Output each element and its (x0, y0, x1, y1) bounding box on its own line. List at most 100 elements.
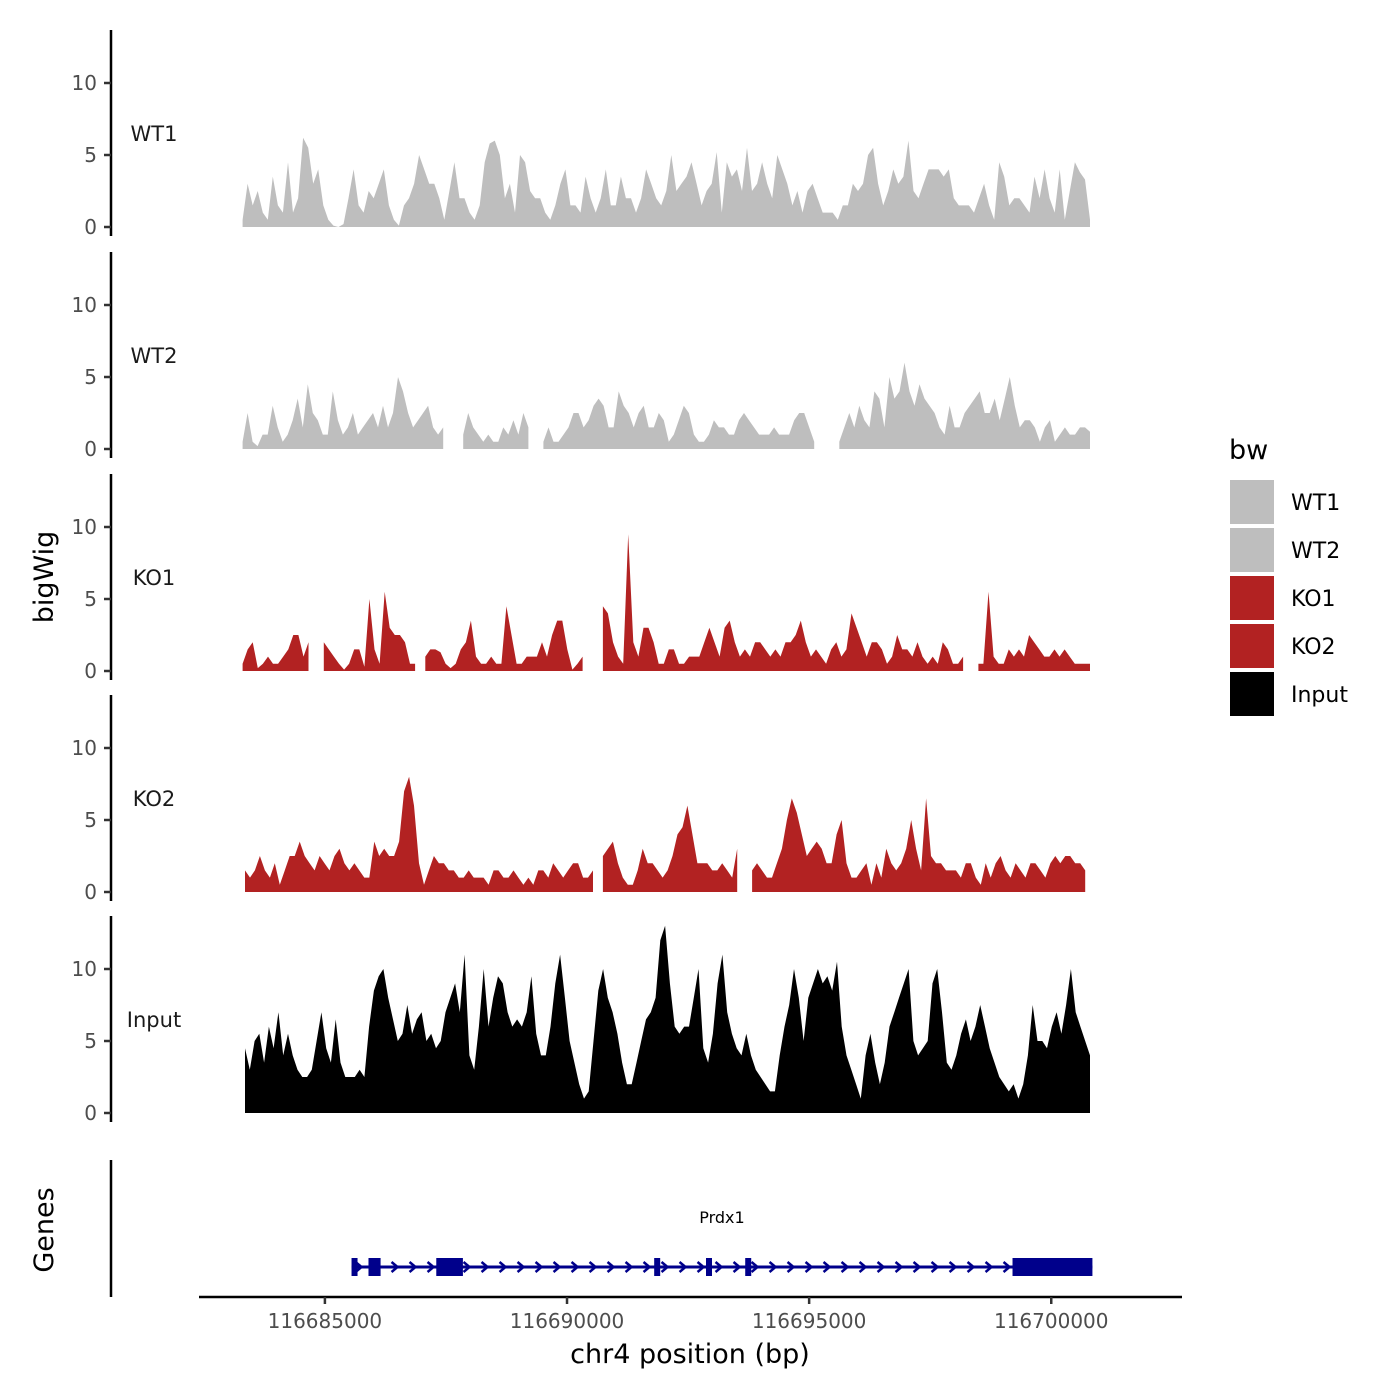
area-ko2 (752, 798, 1086, 892)
y-tick-label: 0 (84, 437, 97, 461)
gene-exon (436, 1258, 463, 1276)
strand-arrow (552, 1261, 562, 1273)
y-tick-label: 0 (84, 659, 97, 683)
strand-arrow (786, 1261, 796, 1273)
legend-label: KO2 (1291, 635, 1336, 660)
legend-entry-ko2: KO2 (1230, 624, 1336, 668)
strand-arrow (930, 1261, 940, 1273)
area-ko1 (978, 591, 1090, 671)
strand-arrow (570, 1261, 580, 1273)
strand-arrow (750, 1261, 760, 1273)
gene-exon (1012, 1258, 1093, 1276)
strand-arrow (516, 1261, 526, 1273)
legend-label: Input (1291, 683, 1348, 708)
track-label: KO1 (133, 566, 176, 590)
strand-arrow (894, 1261, 904, 1273)
bigwig-tracks: 0 5 10 WT1 0 5 10 WT2 0 5 10 KO1 0 5 10 KO2 0 5 10 Input (72, 30, 1091, 1125)
y-tick-label: 5 (84, 365, 97, 389)
strand-arrow (732, 1261, 742, 1273)
track-ko1: 0 5 10 KO1 (72, 474, 1090, 683)
y-tick-label: 5 (84, 808, 97, 832)
x-tick-label: 116695000 (752, 1309, 867, 1333)
x-axis: 116685000 116690000 116695000 116700000 (199, 1295, 1182, 1333)
strand-arrow (678, 1261, 688, 1273)
strand-arrow (1002, 1261, 1012, 1273)
legend-label: WT2 (1291, 539, 1340, 564)
y-tick-label: 5 (84, 587, 97, 611)
legend-entry-ko1: KO1 (1230, 576, 1336, 620)
y-tick-label: 5 (84, 1029, 97, 1053)
y-tick-label: 10 (72, 71, 97, 95)
strand-arrow (642, 1261, 652, 1273)
area-ko1 (242, 635, 309, 671)
strand-arrow (840, 1261, 850, 1273)
strand-arrow (984, 1261, 994, 1273)
y-tick-label: 0 (84, 215, 97, 239)
strand-arrow (534, 1261, 544, 1273)
gene-exon (654, 1258, 661, 1276)
gene-prdx1: Prdx1 (351, 1208, 1093, 1276)
strand-arrow (426, 1261, 436, 1273)
gene-exon (351, 1258, 358, 1276)
track-label: WT1 (131, 122, 178, 146)
x-tick-label: 116685000 (268, 1309, 383, 1333)
track-label: WT2 (131, 344, 178, 368)
strand-arrow (912, 1261, 922, 1273)
y-tick-label: 10 (72, 293, 97, 317)
strand-arrow (876, 1261, 886, 1273)
legend-swatch (1230, 528, 1274, 572)
y-tick-label: 10 (72, 736, 97, 760)
area-wt2 (242, 377, 444, 449)
strand-arrow (822, 1261, 832, 1273)
track-wt2: 0 5 10 WT2 (72, 252, 1090, 461)
track-label: KO2 (133, 787, 176, 811)
gene-exon (368, 1258, 381, 1276)
legend-label: WT1 (1291, 491, 1340, 516)
area-ko1 (323, 591, 416, 671)
area-wt2 (839, 362, 1090, 449)
strand-arrow (408, 1261, 418, 1273)
strand-arrow (624, 1261, 634, 1273)
area-ko1 (425, 606, 583, 671)
area-wt2 (543, 391, 815, 449)
strand-arrow (948, 1261, 958, 1273)
y-axis-title: bigWig (29, 531, 60, 624)
track-label: Input (127, 1008, 181, 1032)
legend-entry-input: Input (1230, 672, 1348, 716)
strand-arrow (804, 1261, 814, 1273)
strand-arrow (462, 1261, 472, 1273)
gene-exon (705, 1258, 712, 1276)
strand-arrow (480, 1261, 490, 1273)
strand-arrow (390, 1261, 400, 1273)
area-wt2 (463, 413, 529, 449)
genes-axis-title: Genes (29, 1187, 60, 1272)
strand-arrow (498, 1261, 508, 1273)
strand-arrow (606, 1261, 616, 1273)
legend-entry-wt1: WT1 (1230, 480, 1340, 524)
legend: bw WT1 WT2 KO1 KO2 Input (1229, 435, 1348, 716)
gene-exon (745, 1258, 752, 1276)
legend-entry-wt2: WT2 (1230, 528, 1340, 572)
legend-swatch (1230, 624, 1274, 668)
legend-swatch (1230, 672, 1274, 716)
genes-panel: Prdx1 (109, 1160, 1093, 1297)
track-wt1: 0 5 10 WT1 (72, 30, 1091, 239)
strand-arrow (660, 1261, 670, 1273)
x-tick-label: 116700000 (994, 1309, 1109, 1333)
x-tick-label: 116690000 (510, 1309, 625, 1333)
y-tick-label: 10 (72, 515, 97, 539)
y-tick-label: 5 (84, 143, 97, 167)
area-wt1 (242, 137, 1091, 227)
strand-arrow (588, 1261, 598, 1273)
y-tick-label: 0 (84, 1101, 97, 1125)
area-ko2 (245, 776, 593, 892)
strand-arrow (714, 1261, 724, 1273)
legend-swatch (1230, 480, 1274, 524)
area-ko1 (602, 534, 964, 671)
legend-swatch (1230, 576, 1274, 620)
legend-title: bw (1229, 435, 1268, 466)
legend-label: KO1 (1291, 587, 1336, 612)
x-axis-title: chr4 position (bp) (570, 1339, 810, 1370)
strand-arrow (768, 1261, 778, 1273)
